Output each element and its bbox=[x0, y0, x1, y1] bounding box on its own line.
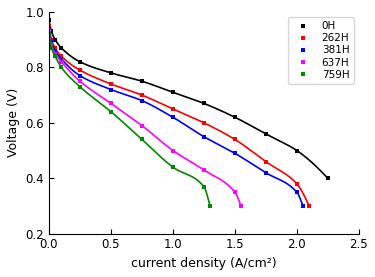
X-axis label: current density (A/cm²): current density (A/cm²) bbox=[131, 257, 277, 270]
759H bbox=[78, 85, 82, 88]
759H bbox=[171, 165, 175, 169]
759H bbox=[109, 110, 113, 113]
0H bbox=[140, 79, 144, 83]
381H bbox=[232, 152, 237, 155]
381H bbox=[264, 171, 268, 174]
637H bbox=[47, 30, 51, 33]
0H bbox=[49, 30, 54, 33]
262H bbox=[264, 160, 268, 163]
Y-axis label: Voltage (V): Voltage (V) bbox=[7, 88, 20, 157]
Line: 759H: 759H bbox=[47, 32, 212, 208]
0H bbox=[78, 60, 82, 63]
262H bbox=[109, 82, 113, 86]
759H bbox=[59, 66, 64, 69]
637H bbox=[109, 102, 113, 105]
0H bbox=[59, 46, 64, 50]
0H bbox=[202, 102, 206, 105]
0H bbox=[264, 132, 268, 135]
262H bbox=[59, 55, 64, 58]
381H bbox=[171, 116, 175, 119]
262H bbox=[202, 121, 206, 124]
262H bbox=[232, 138, 237, 141]
0H bbox=[47, 19, 51, 22]
262H bbox=[49, 38, 54, 41]
381H bbox=[49, 41, 54, 44]
637H bbox=[171, 149, 175, 152]
262H bbox=[140, 93, 144, 97]
759H bbox=[202, 185, 206, 188]
381H bbox=[301, 204, 305, 207]
0H bbox=[326, 176, 330, 180]
759H bbox=[208, 204, 212, 207]
637H bbox=[49, 43, 54, 47]
262H bbox=[78, 68, 82, 72]
759H bbox=[49, 46, 54, 50]
0H bbox=[109, 71, 113, 75]
759H bbox=[140, 138, 144, 141]
637H bbox=[53, 52, 57, 55]
0H bbox=[232, 116, 237, 119]
381H bbox=[78, 74, 82, 77]
0H bbox=[294, 149, 299, 152]
262H bbox=[47, 24, 51, 27]
Line: 637H: 637H bbox=[47, 29, 243, 208]
262H bbox=[307, 204, 311, 207]
Line: 381H: 381H bbox=[47, 27, 305, 208]
637H bbox=[239, 204, 243, 207]
381H bbox=[202, 135, 206, 138]
637H bbox=[202, 168, 206, 171]
Legend: 0H, 262H, 381H, 637H, 759H: 0H, 262H, 381H, 637H, 759H bbox=[288, 17, 354, 84]
637H bbox=[59, 60, 64, 63]
Line: 262H: 262H bbox=[47, 24, 311, 208]
381H bbox=[47, 27, 51, 30]
381H bbox=[294, 190, 299, 194]
0H bbox=[171, 91, 175, 94]
381H bbox=[53, 49, 57, 52]
262H bbox=[171, 107, 175, 111]
262H bbox=[53, 46, 57, 50]
381H bbox=[109, 88, 113, 91]
759H bbox=[53, 55, 57, 58]
637H bbox=[140, 124, 144, 127]
637H bbox=[232, 190, 237, 194]
Line: 0H: 0H bbox=[47, 18, 330, 180]
262H bbox=[294, 182, 299, 185]
637H bbox=[78, 79, 82, 83]
759H bbox=[47, 32, 51, 36]
0H bbox=[53, 38, 57, 41]
381H bbox=[140, 99, 144, 102]
381H bbox=[59, 57, 64, 61]
